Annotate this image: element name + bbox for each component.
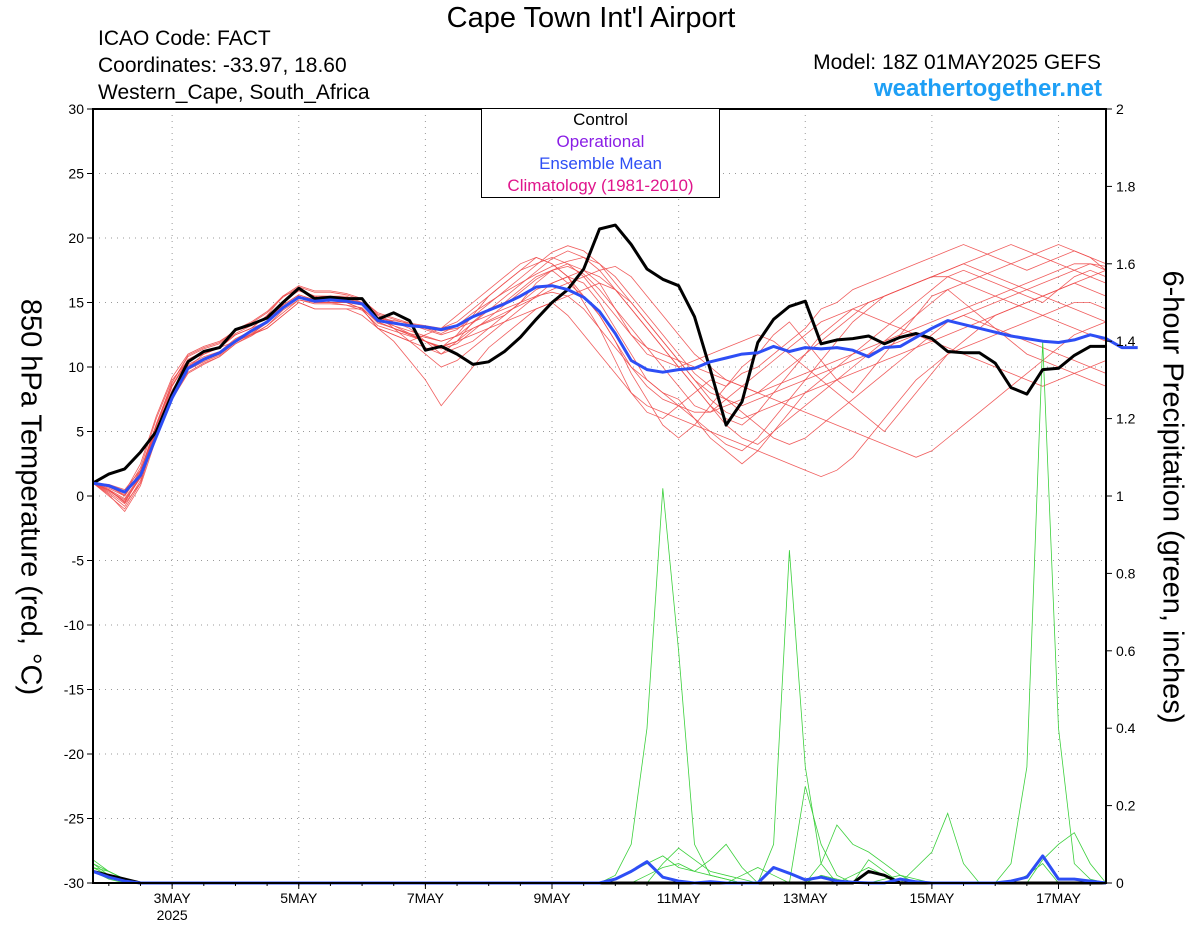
ensemble-member-temperature-3 xyxy=(92,269,1107,497)
tick-label-left: 15 xyxy=(68,295,84,311)
legend-item-ensemble-mean: Ensemble Mean xyxy=(539,154,662,173)
tick-label-right: 1 xyxy=(1116,488,1124,504)
ensemble-member-temperature-11 xyxy=(92,256,1107,493)
ensemble-member-temperature-12 xyxy=(92,265,1107,500)
tick-label-x: 9MAY xyxy=(533,890,571,906)
ensemble-members-layer xyxy=(92,244,1107,513)
precipitation-members-layer xyxy=(92,341,1107,884)
site-link[interactable]: weathertogether.net xyxy=(873,75,1102,102)
ensemble-member-temperature-9 xyxy=(92,263,1107,497)
region: Western_Cape, South_Africa xyxy=(98,81,370,104)
series-control-precipitation xyxy=(92,869,1106,885)
tick-label-right: 1.8 xyxy=(1116,178,1136,194)
tick-label-right: 0.4 xyxy=(1116,720,1136,736)
tick-label-right: 0 xyxy=(1116,875,1124,891)
ensemble-member-temperature-6 xyxy=(92,256,1107,494)
tick-label-x: 11MAY xyxy=(657,890,701,906)
ensemble-member-temperature-13 xyxy=(92,263,1107,513)
tick-label-left: 25 xyxy=(68,166,84,182)
tick-label-right: 1.6 xyxy=(1116,256,1136,272)
ensemble-member-temperature-2 xyxy=(92,269,1107,510)
ensemble-member-precipitation-7 xyxy=(92,843,1106,884)
chart-title: Cape Town Int'l Airport xyxy=(446,2,736,34)
tick-label-left: 5 xyxy=(76,424,84,440)
tick-label-right: 0.8 xyxy=(1116,565,1136,581)
tick-label-right: 2 xyxy=(1116,101,1124,117)
tick-label-left: -25 xyxy=(64,811,84,827)
grid-layer xyxy=(93,109,1106,883)
tick-label-x: 3MAY xyxy=(154,890,192,906)
ensemble-member-temperature-10 xyxy=(92,282,1107,505)
legend-item-operational: Operational xyxy=(556,132,645,151)
tick-label-left: -20 xyxy=(64,746,84,762)
tick-label-right: 1.2 xyxy=(1116,411,1136,427)
tick-label-x: 15MAY xyxy=(909,890,955,906)
tick-label-left: -5 xyxy=(72,553,85,569)
ensemble-member-temperature-8 xyxy=(92,256,1107,491)
ensemble-member-temperature-14 xyxy=(92,245,1107,496)
ensemble-member-precipitation-6 xyxy=(92,832,1107,884)
ensemble-member-precipitation-1 xyxy=(92,488,1106,884)
tick-label-right: 0.6 xyxy=(1116,643,1136,659)
series-layer xyxy=(92,223,1138,885)
tick-label-left: 0 xyxy=(76,488,84,504)
plot-frame xyxy=(92,108,1107,884)
tick-label-right: 1.4 xyxy=(1116,333,1136,349)
tick-label-left: -15 xyxy=(64,682,84,698)
ensemble-member-precipitation-8 xyxy=(92,812,1106,884)
model-run: Model: 18Z 01MAY2025 GEFS xyxy=(813,51,1101,74)
axes-layer: 302520151050-5-10-15-20-25-3021.81.61.41… xyxy=(64,101,1136,923)
tick-label-left: -10 xyxy=(64,617,84,633)
coordinates: Coordinates: -33.97, 18.60 xyxy=(98,54,347,77)
tick-label-left: 10 xyxy=(68,359,84,375)
series-ensemble-mean-precipitation xyxy=(92,854,1107,885)
tick-sublabel-x: 2025 xyxy=(157,907,188,923)
ensemble-member-precipitation-3 xyxy=(92,341,1107,884)
tick-label-left: 30 xyxy=(68,101,84,117)
tick-label-x: 5MAY xyxy=(280,890,318,906)
series-ensemble-mean xyxy=(92,284,1138,494)
tick-label-x: 13MAY xyxy=(783,890,829,906)
tick-label-x: 7MAY xyxy=(407,890,445,906)
legend-item-climatology: Climatology (1981-2010) xyxy=(507,176,694,195)
ensemble-member-temperature-4 xyxy=(92,263,1107,504)
legend: Control Operational Ensemble Mean Climat… xyxy=(481,108,720,198)
tick-label-left: -30 xyxy=(64,875,84,891)
tick-label-left: 20 xyxy=(68,230,84,246)
tick-label-right: 0.2 xyxy=(1116,798,1136,814)
icao-code: ICAO Code: FACT xyxy=(98,27,271,50)
series-control xyxy=(92,223,1106,485)
tick-label-x: 17MAY xyxy=(1036,890,1082,906)
legend-item-control: Control xyxy=(573,110,628,129)
